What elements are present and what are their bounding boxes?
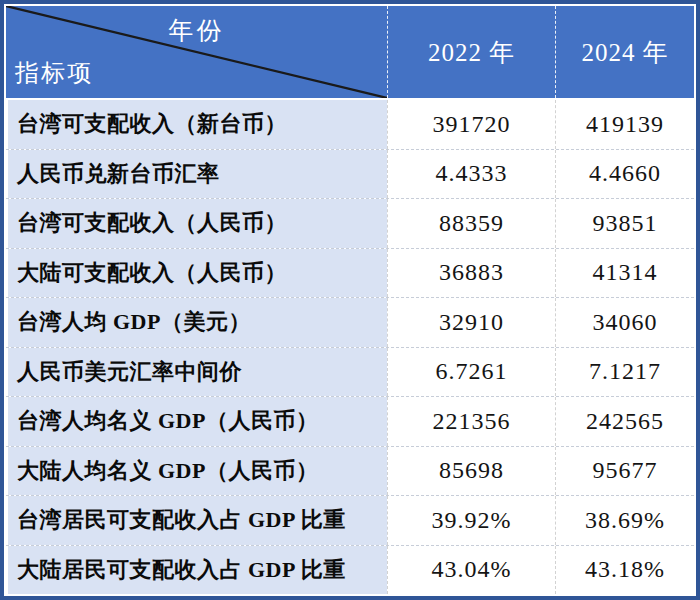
indicator-cell: 人民币兑新台币汇率 [6,150,387,199]
value-cell-2022: 221356 [387,397,555,446]
column-header-2022: 2022 年 [387,6,555,98]
value-cell-2022: 391720 [387,100,555,149]
value-cell-2024: 7.1217 [555,348,694,397]
value-cell-2024: 242565 [555,397,694,446]
column-header-2024: 2024 年 [555,6,694,98]
value-cell-2022: 4.4333 [387,150,555,199]
table-row: 人民币美元汇率中间价 6.7261 7.1217 [6,347,694,397]
table-row: 台湾可支配收入（新台币） 391720 419139 [6,100,694,149]
diagonal-header-cell: 年份 指标项 [6,6,387,98]
table-row: 大陆居民可支配收入占 GDP 比重 43.04% 43.18% [6,545,694,595]
value-cell-2022: 39.92% [387,496,555,545]
indicator-cell: 台湾可支配收入（人民币） [6,199,387,248]
value-cell-2024: 43.18% [555,546,694,595]
table-row: 台湾居民可支配收入占 GDP 比重 39.92% 38.69% [6,495,694,545]
indicator-cell: 大陆居民可支配收入占 GDP 比重 [6,546,387,595]
table-row: 大陆可支配收入（人民币） 36883 41314 [6,248,694,298]
value-cell-2024: 41314 [555,249,694,298]
value-cell-2022: 43.04% [387,546,555,595]
indicator-cell: 大陆可支配收入（人民币） [6,249,387,298]
table-row: 台湾可支配收入（人民币） 88359 93851 [6,198,694,248]
value-cell-2022: 32910 [387,298,555,347]
value-cell-2022: 88359 [387,199,555,248]
table-row: 人民币兑新台币汇率 4.4333 4.4660 [6,149,694,199]
indicator-cell: 人民币美元汇率中间价 [6,348,387,397]
corner-indicator-label: 指标项 [15,57,93,89]
corner-year-label: 年份 [6,14,387,47]
table-row: 台湾人均 GDP（美元） 32910 34060 [6,297,694,347]
value-cell-2022: 36883 [387,249,555,298]
value-cell-2024: 95677 [555,447,694,496]
indicator-cell: 台湾可支配收入（新台币） [6,100,387,149]
indicator-cell: 台湾人均 GDP（美元） [6,298,387,347]
table-body: 台湾可支配收入（新台币） 391720 419139 人民币兑新台币汇率 4.4… [6,100,694,594]
indicator-cell: 大陆人均名义 GDP（人民币） [6,447,387,496]
value-cell-2024: 34060 [555,298,694,347]
value-cell-2024: 4.4660 [555,150,694,199]
value-cell-2022: 6.7261 [387,348,555,397]
table-header-row: 年份 指标项 2022 年 2024 年 [6,6,694,100]
table-row: 大陆人均名义 GDP（人民币） 85698 95677 [6,446,694,496]
value-cell-2024: 38.69% [555,496,694,545]
indicator-cell: 台湾居民可支配收入占 GDP 比重 [6,496,387,545]
indicator-cell: 台湾人均名义 GDP（人民币） [6,397,387,446]
value-cell-2024: 419139 [555,100,694,149]
table-row: 台湾人均名义 GDP（人民币） 221356 242565 [6,396,694,446]
value-cell-2024: 93851 [555,199,694,248]
value-cell-2022: 85698 [387,447,555,496]
comparison-table: 年份 指标项 2022 年 2024 年 台湾可支配收入（新台币） 391720… [0,0,700,600]
